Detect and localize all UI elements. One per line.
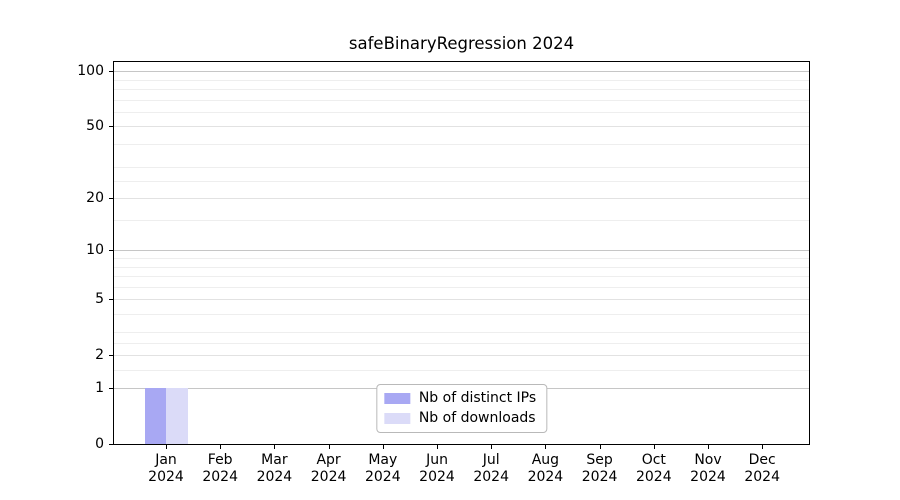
legend-swatch xyxy=(383,393,410,404)
y-axis-tick xyxy=(109,197,113,199)
y-gridline xyxy=(114,126,809,128)
x-axis-tick xyxy=(762,445,764,449)
y-gridline xyxy=(114,342,809,344)
y-tick-label: 5 xyxy=(95,291,104,308)
x-tick-month: Oct xyxy=(641,452,666,468)
x-tick-label: Jun 2024 xyxy=(405,452,469,486)
y-gridline xyxy=(114,250,809,252)
x-tick-label: Mar 2024 xyxy=(242,452,306,486)
x-tick-month: May xyxy=(368,452,398,468)
x-tick-label: Nov 2024 xyxy=(676,452,740,486)
x-axis-tick xyxy=(274,445,276,449)
x-axis-tick xyxy=(328,445,330,449)
y-tick-label: 10 xyxy=(86,242,104,259)
x-tick-label: Aug 2024 xyxy=(513,452,577,486)
y-tick-label: 100 xyxy=(77,63,104,80)
y-axis-tick xyxy=(109,387,113,389)
y-gridline xyxy=(114,198,809,199)
x-axis-tick xyxy=(491,445,493,449)
x-tick-label: May 2024 xyxy=(351,452,415,486)
y-gridline xyxy=(114,79,809,81)
x-tick-label: Apr 2024 xyxy=(297,452,361,486)
legend-label: Nb of distinct IPs xyxy=(418,390,537,406)
y-tick-label: 2 xyxy=(95,347,104,364)
y-axis-tick xyxy=(109,443,113,445)
chart-title: safeBinaryRegression 2024 xyxy=(348,34,575,53)
y-axis-tick xyxy=(109,298,113,300)
y-gridline xyxy=(114,180,809,182)
y-gridline xyxy=(114,313,809,315)
x-tick-label: Sep 2024 xyxy=(568,452,632,486)
x-tick-year: 2024 xyxy=(473,469,509,485)
y-axis-tick xyxy=(109,125,113,127)
y-gridline xyxy=(114,332,809,333)
legend-label: Nb of downloads xyxy=(418,410,536,426)
x-axis-tick xyxy=(545,445,547,449)
y-gridline xyxy=(114,355,809,357)
x-tick-year: 2024 xyxy=(310,469,347,485)
y-tick-label: 50 xyxy=(86,118,104,135)
x-tick-year: 2024 xyxy=(581,469,618,485)
x-tick-month: Apr xyxy=(316,452,341,468)
y-gridline xyxy=(114,299,809,301)
y-gridline xyxy=(114,286,809,288)
x-tick-month: Nov xyxy=(694,452,722,468)
x-axis-tick xyxy=(437,445,438,449)
x-tick-year: 2024 xyxy=(690,469,726,485)
x-tick-month: Sep xyxy=(586,452,613,468)
x-tick-month: Feb xyxy=(207,452,233,468)
y-axis-tick xyxy=(109,70,113,72)
y-gridline xyxy=(114,71,809,73)
y-gridline xyxy=(114,266,809,268)
y-gridline xyxy=(114,370,809,371)
y-gridline xyxy=(114,88,809,90)
y-gridline xyxy=(114,166,809,168)
x-tick-label: Oct 2024 xyxy=(622,452,686,486)
x-axis-tick xyxy=(653,445,655,449)
x-tick-year: 2024 xyxy=(635,469,672,485)
x-tick-month: Jul xyxy=(482,452,500,468)
y-gridline xyxy=(114,111,809,113)
x-axis-tick xyxy=(599,445,601,449)
x-tick-label: Jan 2024 xyxy=(134,452,198,486)
x-tick-label: Dec 2024 xyxy=(730,452,794,486)
y-gridline xyxy=(114,99,809,101)
plot-area: Nb of distinct IPs Nb of downloads xyxy=(113,61,810,445)
legend-entry: Nb of downloads xyxy=(383,410,536,427)
y-gridline xyxy=(114,220,809,221)
x-tick-label: Jul 2024 xyxy=(459,452,523,486)
x-tick-month: Dec xyxy=(748,452,776,468)
legend: Nb of distinct IPs Nb of downloads xyxy=(375,384,548,433)
y-tick-label: 1 xyxy=(95,380,104,396)
x-tick-year: 2024 xyxy=(364,469,401,485)
x-axis-tick xyxy=(220,445,222,449)
y-axis-tick xyxy=(109,354,113,356)
x-tick-year: 2024 xyxy=(419,469,455,485)
x-tick-year: 2024 xyxy=(202,469,238,485)
x-axis-tick xyxy=(708,445,709,449)
x-tick-year: 2024 xyxy=(744,469,780,485)
legend-entry: Nb of distinct IPs xyxy=(383,390,537,407)
x-tick-year: 2024 xyxy=(527,469,564,485)
x-tick-label: Feb 2024 xyxy=(188,452,252,486)
x-tick-year: 2024 xyxy=(256,469,293,485)
legend-swatch xyxy=(383,413,410,424)
x-tick-month: Jan xyxy=(155,452,177,468)
x-axis-tick xyxy=(166,445,167,449)
y-gridline xyxy=(114,257,809,259)
x-tick-month: Mar xyxy=(261,452,288,468)
x-tick-month: Jun xyxy=(426,452,448,468)
x-axis-tick xyxy=(382,445,384,449)
x-tick-month: Aug xyxy=(531,452,560,468)
y-tick-label: 0 xyxy=(95,436,104,452)
bar-downloads xyxy=(166,388,188,444)
x-tick-year: 2024 xyxy=(148,469,184,485)
bar-distinct-ips xyxy=(144,388,166,444)
y-axis-tick xyxy=(109,249,113,251)
y-gridline xyxy=(114,143,809,145)
y-tick-label: 20 xyxy=(86,190,104,206)
y-gridline xyxy=(114,276,809,277)
